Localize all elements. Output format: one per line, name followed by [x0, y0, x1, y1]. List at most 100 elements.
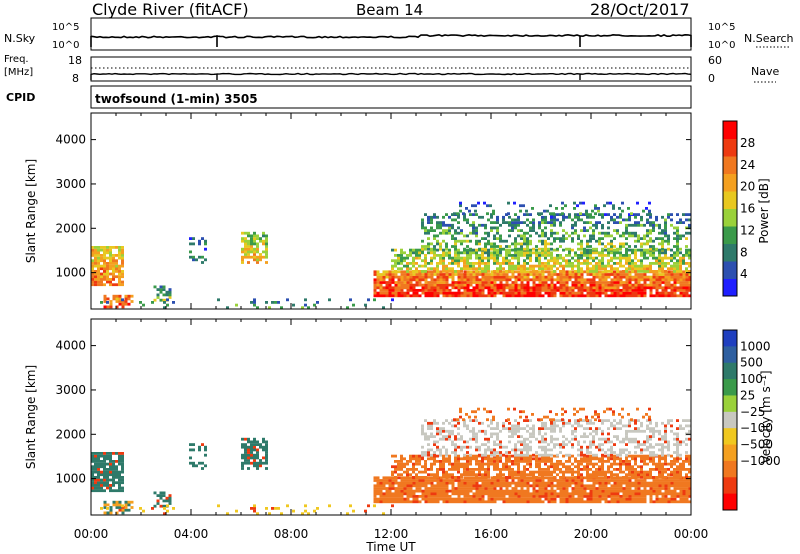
power-cell	[376, 278, 380, 282]
velocity-cell	[430, 489, 434, 493]
velocity-cell	[151, 507, 154, 510]
velocity-cell	[610, 489, 614, 493]
power-cell	[520, 283, 524, 287]
velocity-cell	[97, 468, 100, 471]
velocity-cell	[589, 427, 592, 430]
power-cell	[430, 256, 433, 260]
power-cell	[607, 259, 610, 263]
velocity-cell	[565, 500, 569, 504]
velocity-cell	[670, 460, 673, 463]
power-cell	[586, 221, 589, 224]
velocity-cell	[625, 457, 628, 461]
power-cell	[613, 218, 616, 222]
power-cell	[592, 275, 596, 279]
velocity-cell	[499, 457, 502, 461]
velocity-cell	[508, 500, 512, 504]
velocity-cell	[502, 473, 505, 477]
power-cell	[550, 221, 553, 224]
velocity-cell	[241, 467, 244, 470]
power-cell	[553, 291, 557, 295]
power-cell	[622, 234, 625, 238]
velocity-cell	[487, 473, 490, 477]
velocity-cell	[505, 492, 509, 496]
velocity-cell	[397, 500, 401, 504]
power-cell	[391, 270, 395, 274]
velocity-cell	[475, 460, 478, 463]
power-cell	[436, 291, 440, 295]
power-cell	[526, 239, 529, 243]
velocity-cell	[685, 479, 689, 482]
power-cell	[532, 270, 535, 273]
velocity-cell	[544, 476, 548, 480]
velocity-cell	[433, 419, 436, 422]
velocity-cell	[475, 487, 479, 490]
power-cell	[439, 226, 442, 230]
velocity-cell	[490, 492, 494, 496]
power-cell	[640, 215, 643, 219]
velocity-cell	[496, 460, 499, 463]
velocity-cell	[478, 500, 482, 504]
power-cell	[586, 281, 590, 284]
velocity-cell	[103, 457, 106, 461]
velocity-cell	[688, 492, 692, 496]
power-cell	[121, 262, 124, 265]
velocity-cell	[109, 511, 113, 515]
velocity-cell	[451, 440, 454, 444]
power-cell	[544, 275, 548, 279]
power-cell	[517, 256, 520, 260]
velocity-cell	[127, 500, 131, 504]
velocity-cell	[565, 443, 568, 446]
power-cell	[634, 213, 637, 216]
power-cell	[469, 283, 473, 287]
power-cell	[397, 281, 401, 284]
power-cell	[376, 273, 380, 276]
velocity-cell	[643, 500, 647, 504]
power-cell	[418, 254, 421, 257]
power-cell	[664, 264, 667, 268]
power-cell	[490, 213, 493, 216]
velocity-cell	[250, 443, 253, 446]
power-cell	[586, 256, 589, 260]
velocity-cell	[658, 497, 662, 501]
power-cell	[589, 267, 592, 271]
power-cell	[514, 270, 518, 274]
power-cell	[262, 234, 265, 238]
power-cell	[688, 286, 692, 290]
power-cell	[424, 275, 428, 279]
power-cell	[115, 305, 119, 309]
power-cell	[127, 297, 131, 301]
velocity-cell	[478, 479, 482, 482]
power-cell	[376, 283, 380, 287]
velocity-cell	[400, 476, 404, 480]
power-cell	[601, 281, 605, 284]
velocity-cell	[247, 467, 250, 470]
power-cell	[637, 221, 640, 224]
power-cell	[445, 229, 448, 232]
velocity-cell	[424, 484, 428, 488]
power-cell	[523, 242, 526, 246]
velocity-cell	[250, 453, 253, 457]
power-cell	[493, 256, 496, 260]
power-cell	[550, 270, 554, 274]
power-cell	[511, 283, 515, 287]
power-cell	[499, 283, 503, 287]
power-cell	[454, 242, 457, 246]
power-cell	[523, 267, 526, 271]
velocity-cell	[508, 429, 511, 433]
station-title: Clyde River (fitACF)	[92, 0, 249, 19]
power-cell	[637, 259, 640, 263]
power-cell	[403, 275, 407, 279]
velocity-cell	[613, 497, 617, 501]
power-cell	[532, 273, 536, 276]
power-cell	[421, 239, 424, 243]
velocity-cell	[204, 453, 207, 457]
power-cell	[514, 221, 517, 224]
velocity-cell	[484, 481, 488, 485]
velocity-cell	[619, 481, 623, 485]
velocity-cell	[436, 500, 440, 504]
power-cell	[514, 237, 517, 240]
velocity-cell	[568, 500, 572, 504]
power-cell	[424, 286, 428, 290]
velocity-cell	[118, 457, 121, 461]
power-cell	[430, 275, 434, 279]
